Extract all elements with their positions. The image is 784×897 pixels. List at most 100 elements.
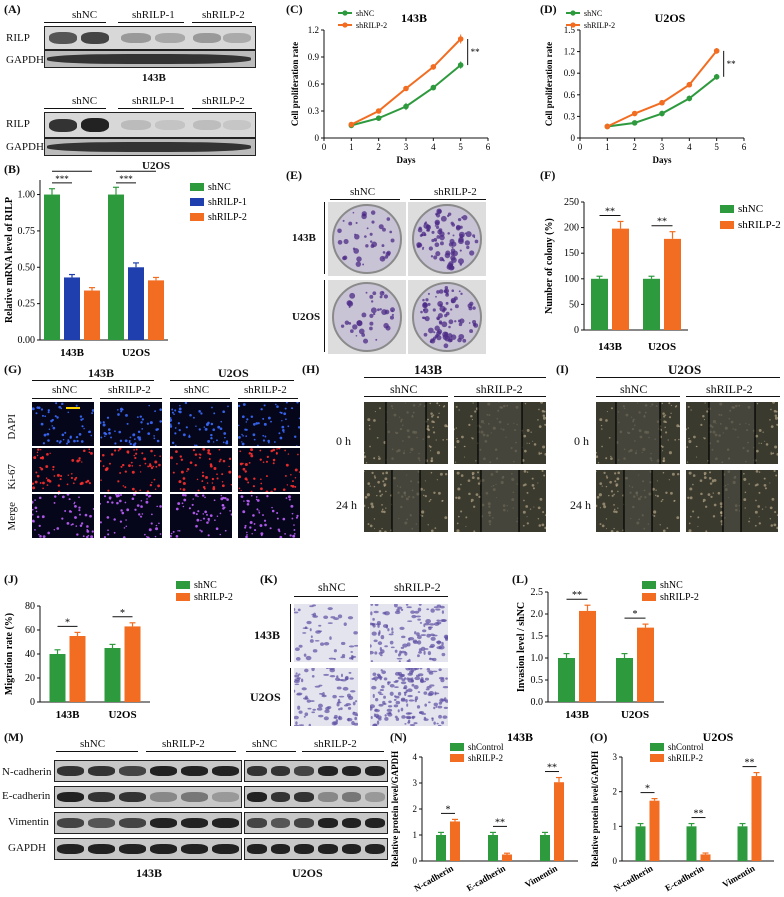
cat-label-N-1: E-cadherin [465, 863, 507, 893]
point-D-0-2 [659, 110, 665, 117]
chart-l: 0.0 0.5 1.0 1.5 2.0 2.5 Invasion level / shNC 1… [516, 580, 699, 721]
bar-J-0-1 [69, 636, 86, 702]
emt-blot-2-0 [54, 812, 242, 834]
blot-a-cell-bottom: U2OS [142, 160, 171, 172]
ylabel-J: Migration rate (%) [4, 613, 15, 695]
panel-label-l: (L) [512, 572, 528, 586]
e-row-2: U2OS [292, 311, 321, 323]
ytick-label-O-0: 0 [613, 856, 618, 866]
fluor-tile-0-3 [238, 402, 300, 446]
ytick-label-J-2: 40 [25, 649, 35, 660]
chart-d: 0 1 2 3 4 5 6 0 0.3 0.6 0.9 1.2 1.5 Days Cell prolifer… [544, 9, 747, 165]
h-col-2: shRILP-2 [476, 382, 523, 396]
sig-B-1-a: *** [119, 174, 133, 184]
bar-B-1-0 [108, 194, 124, 340]
legend-label-O-1: shRILP-2 [668, 753, 703, 763]
panel-k: shNC shRILP-2 143B U2OS [250, 572, 510, 730]
fluor-tile-0-0 [32, 402, 94, 446]
legend-swatch-J-0 [176, 581, 190, 589]
legend-label-L-1: shRILP-2 [660, 592, 699, 603]
xtick-label-D-6: 6 [742, 142, 747, 152]
panel-label-a: (A) [4, 2, 21, 16]
panel-label-g: (G) [4, 362, 22, 376]
m-row-4: GAPDH [8, 842, 46, 854]
cat-label-N-2: Vimentin [523, 863, 559, 889]
bar-J-0-0 [49, 654, 66, 702]
bar-B-0-2 [84, 290, 100, 340]
ytick-label-O-2: 2 [613, 787, 618, 797]
m-row-1: N-cadherin [2, 766, 52, 778]
chart-title-D: U2OS [655, 11, 686, 25]
ytick-label-N-0: 0 [413, 856, 418, 866]
ylabel-D: Cell proliferation rate [544, 42, 554, 126]
cat-label-N-0: N-cadherin [412, 863, 455, 893]
i-row-1: 0 h [574, 434, 589, 448]
cat-label-L-0: 143B [565, 709, 590, 721]
fluor-tile-2-3 [238, 494, 300, 538]
i-row-2: 24 h [570, 498, 591, 512]
cat-label-B-1: U2OS [122, 347, 150, 358]
cat-label-F-0: 143B [598, 341, 623, 353]
legend-label-N-0: shControl [468, 742, 504, 752]
m-group-2: shRILP-2 [162, 738, 205, 750]
emt-blot-3-1 [244, 838, 388, 860]
emt-blot-3-0 [54, 838, 242, 860]
xtick-label-C-6: 6 [486, 142, 491, 152]
m-cell-2: U2OS [292, 866, 323, 880]
g-col-1: shNC [52, 384, 78, 396]
bar-B-1-2 [148, 280, 164, 340]
emt-blot-2-1 [244, 812, 388, 834]
woundH-tile-0-1 [454, 402, 546, 464]
bar-O-1-1 [700, 854, 711, 861]
xtick-label-D-4: 4 [687, 142, 692, 152]
bar-L-1-0 [616, 658, 633, 702]
panel-label-i: (I) [556, 362, 569, 376]
chart-n: 0 1 2 3 4 Relative protein level/GAPDH N-cadhe… [390, 730, 578, 893]
ytick-label-L-3: 1.5 [531, 631, 544, 642]
bar-O-2-1 [751, 776, 762, 861]
g-row-1: DAPI [6, 414, 18, 440]
woundI-tile-0-1 [686, 402, 778, 464]
xtick-label-C-4: 4 [431, 142, 436, 152]
legend-swatch-O-1 [650, 754, 664, 762]
xtick-label-C-2: 2 [376, 142, 381, 152]
panel-i: U2OS shNC shRILP-2 0 h 24 h [556, 362, 784, 548]
emt-blot-0-1 [244, 760, 388, 782]
k-col-1: shNC [318, 580, 346, 594]
bar-F-0-1 [612, 228, 629, 330]
blot-a-bottom-rilp [44, 112, 256, 138]
ytick-label-F-4: 200 [564, 223, 579, 234]
ytick-label-J-1: 20 [25, 673, 35, 684]
ytick-label-F-3: 150 [564, 248, 579, 259]
panel-label-f: (F) [540, 168, 556, 182]
ytick-label-O-3: 3 [613, 752, 618, 762]
cat-label-O-2: Vimentin [721, 863, 757, 889]
colony-plate-2 [328, 280, 406, 354]
xtick-label-D-3: 3 [660, 142, 665, 152]
blot-a-bottom-col-2: shRILP-1 [132, 95, 175, 107]
i-col-1: shNC [620, 382, 648, 396]
bar-F-1-0 [643, 278, 660, 330]
point-C-0-4 [457, 62, 464, 68]
panel-label-h: (H) [302, 362, 320, 376]
bar-O-0-0 [635, 826, 646, 861]
colony-plate-1 [408, 202, 486, 276]
k-row-1: 143B [254, 628, 281, 642]
woundI-tile-1-1 [686, 470, 778, 532]
ytick-label-C-0: 0 [315, 133, 320, 143]
xtick-label-C-1: 1 [349, 142, 354, 152]
h-row-2: 24 h [336, 498, 357, 512]
ytick-label-J-4: 80 [25, 601, 35, 612]
g-col-2: shRILP-2 [108, 384, 151, 396]
ytick-label-D-2: 0.6 [564, 90, 576, 100]
g-row-2: Ki-67 [6, 464, 18, 490]
legend-swatch-O-0 [650, 743, 664, 751]
legend-swatch-L-1 [642, 593, 656, 601]
k-col-2: shRILP-2 [394, 580, 441, 594]
legend-label-B-0: shNC [208, 182, 231, 193]
ytick-label-D-1: 0.3 [564, 111, 576, 121]
k-row-2: U2OS [250, 690, 281, 704]
bar-J-1-1 [124, 626, 141, 702]
blot-a-top-col-2: shRILP-1 [132, 9, 175, 21]
xlabel-C: Days [396, 155, 415, 165]
